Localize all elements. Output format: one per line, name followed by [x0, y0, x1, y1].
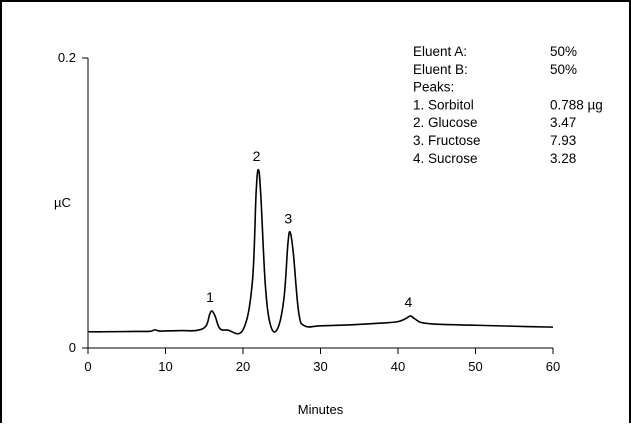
peak-label: 1: [206, 289, 214, 305]
legend-item-name: 1. Sorbitol: [413, 97, 474, 112]
y-tick-label: 0: [69, 340, 76, 355]
legend-item-value: 0.788 µg: [550, 97, 603, 112]
peak-label: 3: [284, 210, 292, 226]
x-tick-label: 20: [236, 359, 250, 374]
x-tick-label: 40: [391, 359, 405, 374]
x-tick-label: 10: [158, 359, 172, 374]
y-axis-label: µC: [54, 195, 71, 210]
legend-item-value: 50%: [550, 62, 577, 77]
x-tick-label: 60: [546, 359, 560, 374]
axes: [87, 58, 553, 349]
legend-item-value: 50%: [550, 44, 577, 59]
chromatogram-trace: [87, 168, 554, 335]
x-tick-label: 30: [313, 359, 327, 374]
ticks: 0 10 20 30 40 50 60 0 0.2: [58, 50, 560, 374]
peak-label: 4: [405, 294, 413, 310]
peak-labels: 1 2 3 4: [206, 148, 412, 310]
legend-item-name: 4. Sucrose: [413, 151, 478, 166]
legend-item-name: Eluent A:: [413, 44, 467, 59]
y-tick-label: 0.2: [58, 50, 76, 65]
x-axis-label: Minutes: [298, 402, 344, 417]
legend-item-value: 7.93: [550, 133, 576, 148]
legend-item-value: 3.47: [550, 115, 576, 130]
legend: Eluent A: 50% Eluent B: 50% Peaks: 1. Sorbito…: [413, 44, 603, 166]
legend-item-name: Peaks:: [413, 80, 454, 95]
legend-item-name: 2. Glucose: [413, 115, 478, 130]
legend-item-name: Eluent B:: [413, 62, 468, 77]
x-tick-label: 0: [84, 359, 91, 374]
series: [87, 168, 554, 335]
peak-label: 2: [253, 148, 261, 164]
legend-item-value: 3.28: [550, 151, 576, 166]
legend-item-name: 3. Fructose: [413, 133, 481, 148]
x-tick-label: 50: [468, 359, 482, 374]
